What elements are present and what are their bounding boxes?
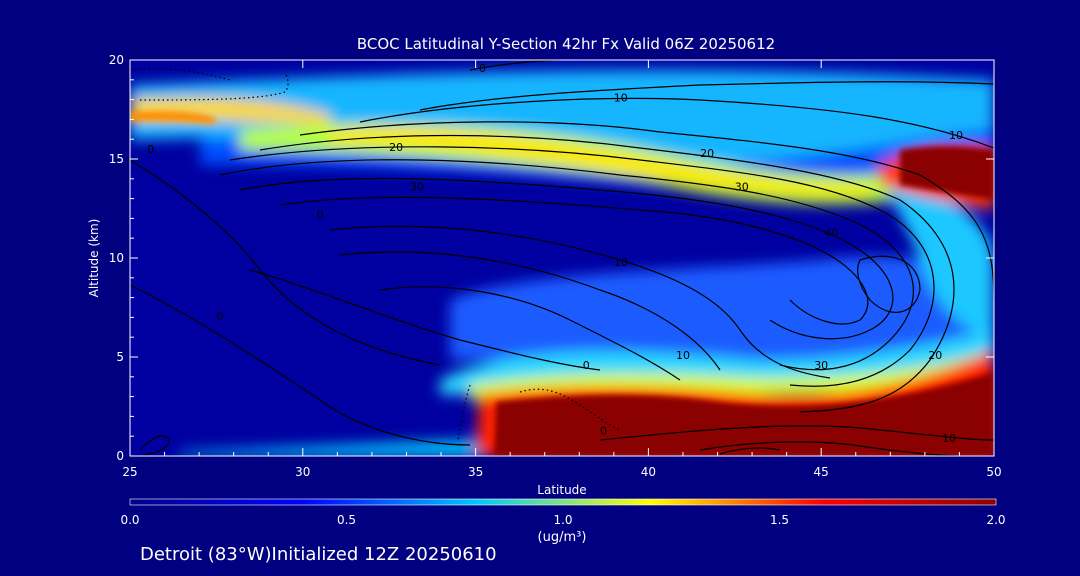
x-tick-label: 50 xyxy=(986,465,1001,479)
colorbar-tick-label: 2.0 xyxy=(986,513,1005,527)
contour-label: 10 xyxy=(949,129,963,142)
footer-caption: Detroit (83°W)Initialized 12Z 20250610 xyxy=(140,544,497,565)
contour-label: 0 xyxy=(583,359,590,372)
chart-title: BCOC Latitudinal Y-Section 42hr Fx Valid… xyxy=(357,35,775,53)
contour-label: 10 xyxy=(942,432,956,445)
contour-label: 20 xyxy=(700,147,714,160)
contour-label: 20 xyxy=(928,349,942,362)
contour-label: 10 xyxy=(614,256,628,269)
colorbar-ticks: 0.0 0.5 1.0 1.5 2.0 xyxy=(120,513,1005,527)
colorbar-tick-label: 0.0 xyxy=(120,513,139,527)
contour-label: 10 xyxy=(614,92,628,105)
x-tick-label: 35 xyxy=(468,465,483,479)
y-axis-label: Altitude (km) xyxy=(87,219,101,298)
x-tick-label: 30 xyxy=(295,465,310,479)
y-tick-label: 15 xyxy=(109,152,124,166)
contour-label: 0 xyxy=(479,62,486,75)
colorbar-tick-label: 0.5 xyxy=(337,513,356,527)
contour-label: 30 xyxy=(410,181,424,194)
contour-label: 0 xyxy=(147,143,154,156)
concentration-field xyxy=(130,60,994,456)
x-tick-label: 45 xyxy=(814,465,829,479)
y-tick-label: 0 xyxy=(116,449,124,463)
y-tick-label: 10 xyxy=(109,251,124,265)
colorbar-tick-label: 1.0 xyxy=(553,513,572,527)
contour-label: 20 xyxy=(389,141,403,154)
y-tick-label: 5 xyxy=(116,350,124,364)
colorbar-tick-label: 1.5 xyxy=(770,513,789,527)
x-tick-label: 25 xyxy=(122,465,137,479)
x-axis: 25 30 35 40 45 50 xyxy=(122,60,1002,479)
y-axis: 0 5 10 15 20 xyxy=(109,53,994,463)
x-axis-label: Latitude xyxy=(537,483,586,497)
contour-label: 0 xyxy=(216,309,223,322)
colorbar-unit-label: (ug/m³) xyxy=(538,530,587,545)
contour-lines xyxy=(130,60,994,456)
contour-label: 0 xyxy=(317,208,324,221)
contour-label: 10 xyxy=(676,349,690,362)
contour-labels: 0 10 10 0 20 20 30 30 0 40 10 0 10 30 20 0 0 10 xyxy=(147,62,963,445)
contour-label: 0 xyxy=(600,424,607,437)
contour-label: 30 xyxy=(735,181,749,194)
x-tick-label: 40 xyxy=(641,465,656,479)
contour-label: 30 xyxy=(814,359,828,372)
y-tick-label: 20 xyxy=(109,53,124,67)
colorbar xyxy=(129,498,997,506)
contour-label: 40 xyxy=(825,226,839,239)
